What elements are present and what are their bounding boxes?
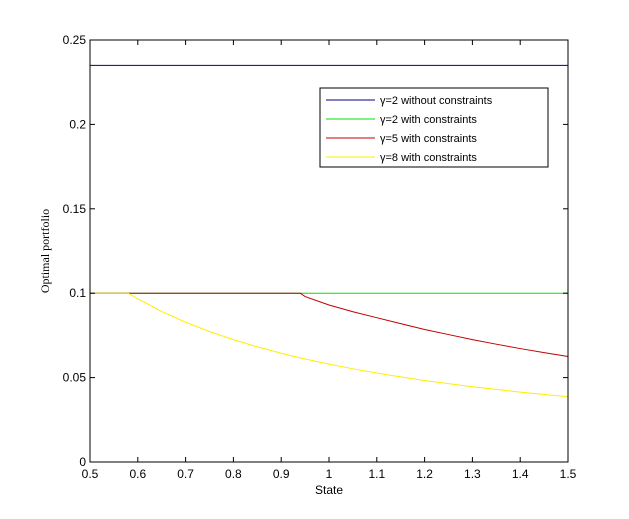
x-tick-label: 1.5 [560,467,577,481]
legend: γ=2 without constraints γ=2 with constrai… [319,87,549,168]
legend-entry-1: γ=2 without constraints [380,95,493,107]
legend-entry-3: γ=5 with constraints [380,133,477,145]
x-tick-label: 1.1 [368,467,385,481]
x-tick-label: 0.8 [225,467,242,481]
legend-entry-2: γ=2 with constraints [380,114,477,126]
legend-entry-4: γ=8 with constraints [380,152,477,164]
y-axis-label: Optimal portfolio [38,209,52,293]
x-tick-label: 1.3 [464,467,481,481]
y-tick-label: 0.15 [63,202,87,216]
x-tick-label: 1.2 [416,467,433,481]
y-tick-label: 0.05 [63,371,87,385]
y-tick-label: 0.1 [69,286,86,300]
y-tick-label: 0 [79,455,86,469]
x-tick-label: 0.9 [273,467,290,481]
series-line-3 [90,292,569,357]
x-tick-label: 1 [326,467,333,481]
x-tick-label: 0.7 [177,467,194,481]
y-tick-label: 0.2 [69,117,86,131]
x-tick-label: 1.4 [512,467,529,481]
y-tick-label: 0.25 [63,33,87,47]
tick-layer: 0.5 0.6 0.7 0.8 0.9 1 1.1 1.2 1.3 1.4 1.5 0 0.05 0.1 0… [63,33,577,481]
legend-box [319,87,549,168]
x-tick-label: 0.5 [82,467,99,481]
x-axis-label: State [315,483,343,497]
x-tick-label: 0.6 [129,467,146,481]
series-line-4 [90,292,569,398]
series-layer [90,64,569,398]
